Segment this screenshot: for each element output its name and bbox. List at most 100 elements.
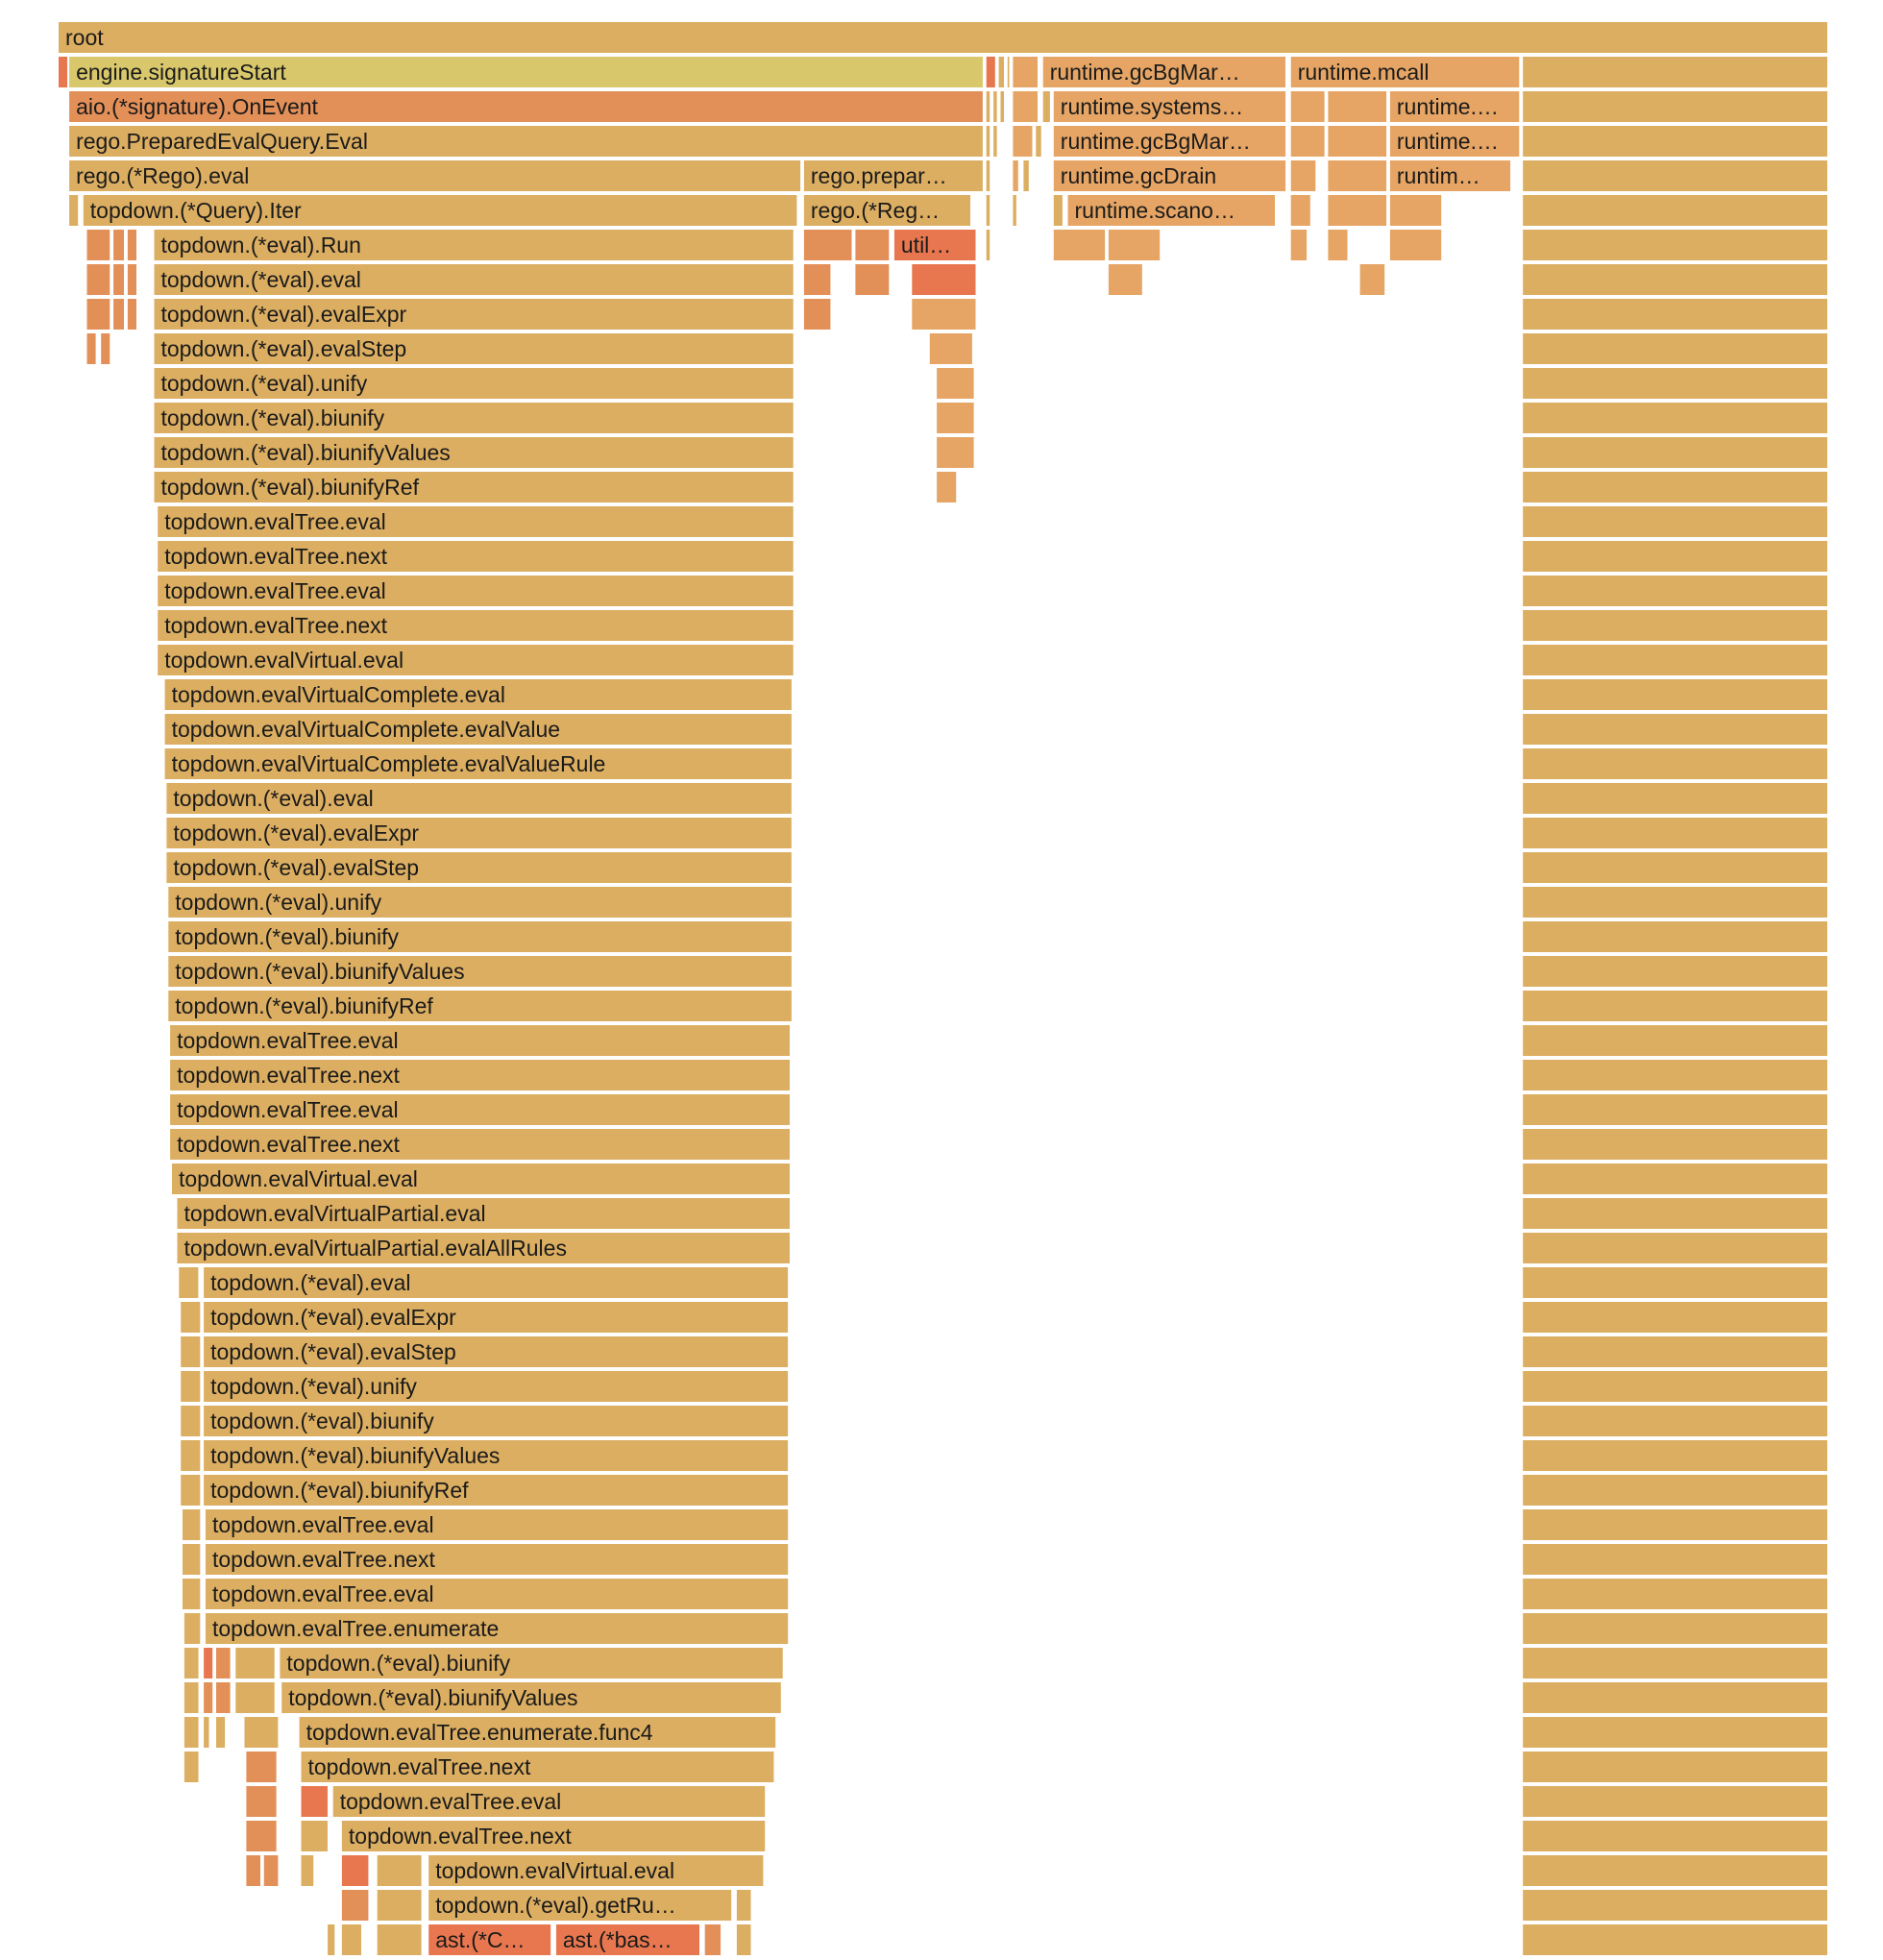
flame-frame[interactable] xyxy=(339,1853,371,1888)
flame-frame-bar[interactable] xyxy=(1521,816,1829,850)
flame-frame[interactable] xyxy=(1521,919,1829,954)
flame-frame[interactable] xyxy=(1521,608,1829,643)
flame-frame-bar[interactable] xyxy=(1357,262,1387,297)
flame-frame[interactable] xyxy=(202,1680,215,1715)
flame-frame[interactable]: topdown.evalTree.eval xyxy=(156,504,795,539)
flame-frame-bar[interactable] xyxy=(202,1715,211,1750)
flame-frame-bar[interactable] xyxy=(1521,954,1829,989)
flame-frame[interactable]: rego.PreparedEvalQuery.Eval xyxy=(67,124,985,159)
flame-frame-bar[interactable] xyxy=(892,228,978,262)
flame-frame-bar[interactable] xyxy=(326,1923,337,1957)
flame-frame-bar[interactable] xyxy=(214,1715,228,1750)
flame-frame[interactable] xyxy=(1051,228,1108,262)
flame-frame[interactable] xyxy=(299,1784,330,1819)
flame-frame-bar[interactable] xyxy=(1521,850,1829,885)
flame-frame-bar[interactable] xyxy=(244,1853,262,1888)
flame-frame-bar[interactable] xyxy=(734,1888,753,1923)
flame-frame[interactable]: topdown.(*eval).biunifyValues xyxy=(152,435,795,470)
flame-frame-bar[interactable] xyxy=(67,55,985,89)
flame-frame-bar[interactable] xyxy=(1387,159,1513,193)
flame-frame[interactable] xyxy=(177,1265,201,1300)
flame-frame-bar[interactable] xyxy=(1011,193,1018,228)
flame-frame-bar[interactable] xyxy=(111,262,126,297)
flame-frame[interactable]: topdown.evalTree.next xyxy=(156,539,795,574)
flame-frame[interactable] xyxy=(1011,124,1035,159)
flame-frame-bar[interactable] xyxy=(1521,331,1829,366)
flame-frame-bar[interactable] xyxy=(261,1853,281,1888)
flame-frame[interactable] xyxy=(1521,124,1829,159)
flame-frame[interactable] xyxy=(1288,89,1327,124)
flame-frame[interactable] xyxy=(179,1473,203,1507)
flame-frame-bar[interactable] xyxy=(125,228,138,262)
flame-frame-bar[interactable] xyxy=(1011,55,1040,89)
flame-frame[interactable] xyxy=(1521,747,1829,781)
flame-frame[interactable]: runtim… xyxy=(1387,159,1513,193)
flame-frame[interactable] xyxy=(1288,124,1327,159)
flame-frame[interactable]: topdown.(*eval).biunifyValues xyxy=(280,1680,783,1715)
flame-frame-bar[interactable] xyxy=(1521,401,1829,435)
flame-frame[interactable]: topdown.(*Query).Iter xyxy=(81,193,799,228)
flame-frame-bar[interactable] xyxy=(1521,1750,1829,1784)
flame-frame[interactable] xyxy=(202,1646,215,1680)
flame-frame-bar[interactable] xyxy=(1326,159,1389,193)
flame-frame-bar[interactable] xyxy=(166,954,794,989)
flame-frame[interactable] xyxy=(125,297,138,331)
flame-frame-bar[interactable] xyxy=(99,331,112,366)
flame-frame-bar[interactable] xyxy=(1521,539,1829,574)
flame-frame[interactable]: runtime.… xyxy=(1387,124,1522,159)
flame-frame-bar[interactable] xyxy=(1326,228,1350,262)
flame-frame-bar[interactable] xyxy=(801,193,973,228)
flame-frame[interactable] xyxy=(67,193,81,228)
flame-frame-bar[interactable] xyxy=(1521,1196,1829,1231)
flame-frame[interactable] xyxy=(181,1577,203,1611)
flame-frame-bar[interactable] xyxy=(339,1888,371,1923)
flame-frame[interactable]: topdown.evalTree.eval xyxy=(204,1577,791,1611)
flame-frame-bar[interactable] xyxy=(1521,504,1829,539)
flame-frame[interactable] xyxy=(984,228,992,262)
flame-frame[interactable]: topdown.(*eval).biunifyRef xyxy=(202,1473,791,1507)
flame-frame-bar[interactable] xyxy=(299,1784,330,1819)
flame-frame-bar[interactable] xyxy=(1521,159,1829,193)
flame-frame-bar[interactable] xyxy=(156,643,795,677)
flame-frame[interactable] xyxy=(801,297,833,331)
flame-frame[interactable] xyxy=(1521,1127,1829,1162)
flame-frame-bar[interactable] xyxy=(984,89,992,124)
flame-frame[interactable] xyxy=(734,1923,753,1957)
flame-frame-bar[interactable] xyxy=(179,1438,203,1473)
flame-frame-bar[interactable] xyxy=(175,1196,792,1231)
flame-frame-bar[interactable] xyxy=(1521,89,1829,124)
flame-frame-bar[interactable] xyxy=(177,1265,201,1300)
flame-frame-bar[interactable] xyxy=(339,1853,371,1888)
flame-frame[interactable]: topdown.(*eval).biunifyRef xyxy=(152,470,795,504)
flame-frame[interactable] xyxy=(1521,1750,1829,1784)
flame-frame[interactable] xyxy=(233,1680,277,1715)
flame-frame[interactable]: topdown.evalVirtual.eval xyxy=(427,1853,766,1888)
flame-frame[interactable]: topdown.evalTree.next xyxy=(204,1542,791,1577)
flame-frame-bar[interactable] xyxy=(168,1058,793,1092)
flame-frame-bar[interactable] xyxy=(202,1680,215,1715)
flame-frame-bar[interactable] xyxy=(81,193,799,228)
flame-frame-bar[interactable] xyxy=(1521,1888,1829,1923)
flame-frame[interactable] xyxy=(244,1819,279,1853)
flame-frame[interactable] xyxy=(1521,1058,1829,1092)
flame-frame[interactable]: topdown.(*eval).evalStep xyxy=(164,850,794,885)
flame-frame-bar[interactable] xyxy=(67,124,985,159)
flame-frame-bar[interactable] xyxy=(204,1577,791,1611)
flame-frame-bar[interactable] xyxy=(156,539,795,574)
flame-frame[interactable] xyxy=(57,55,70,89)
flame-frame[interactable] xyxy=(1288,228,1309,262)
flame-frame[interactable] xyxy=(375,1853,424,1888)
flame-frame[interactable]: topdown.(*eval).evalExpr xyxy=(202,1300,791,1335)
flame-frame-bar[interactable] xyxy=(85,228,112,262)
flame-frame-bar[interactable] xyxy=(1106,228,1162,262)
flame-frame-bar[interactable] xyxy=(111,297,126,331)
flame-frame[interactable] xyxy=(182,1680,201,1715)
flame-frame[interactable] xyxy=(182,1611,203,1646)
flame-frame[interactable] xyxy=(935,470,959,504)
flame-frame[interactable] xyxy=(853,262,892,297)
flame-frame-bar[interactable] xyxy=(182,1646,201,1680)
flame-frame[interactable] xyxy=(179,1438,203,1473)
flame-frame-bar[interactable] xyxy=(299,1853,316,1888)
flame-frame-bar[interactable] xyxy=(202,1300,791,1335)
flame-frame-bar[interactable] xyxy=(1051,228,1108,262)
